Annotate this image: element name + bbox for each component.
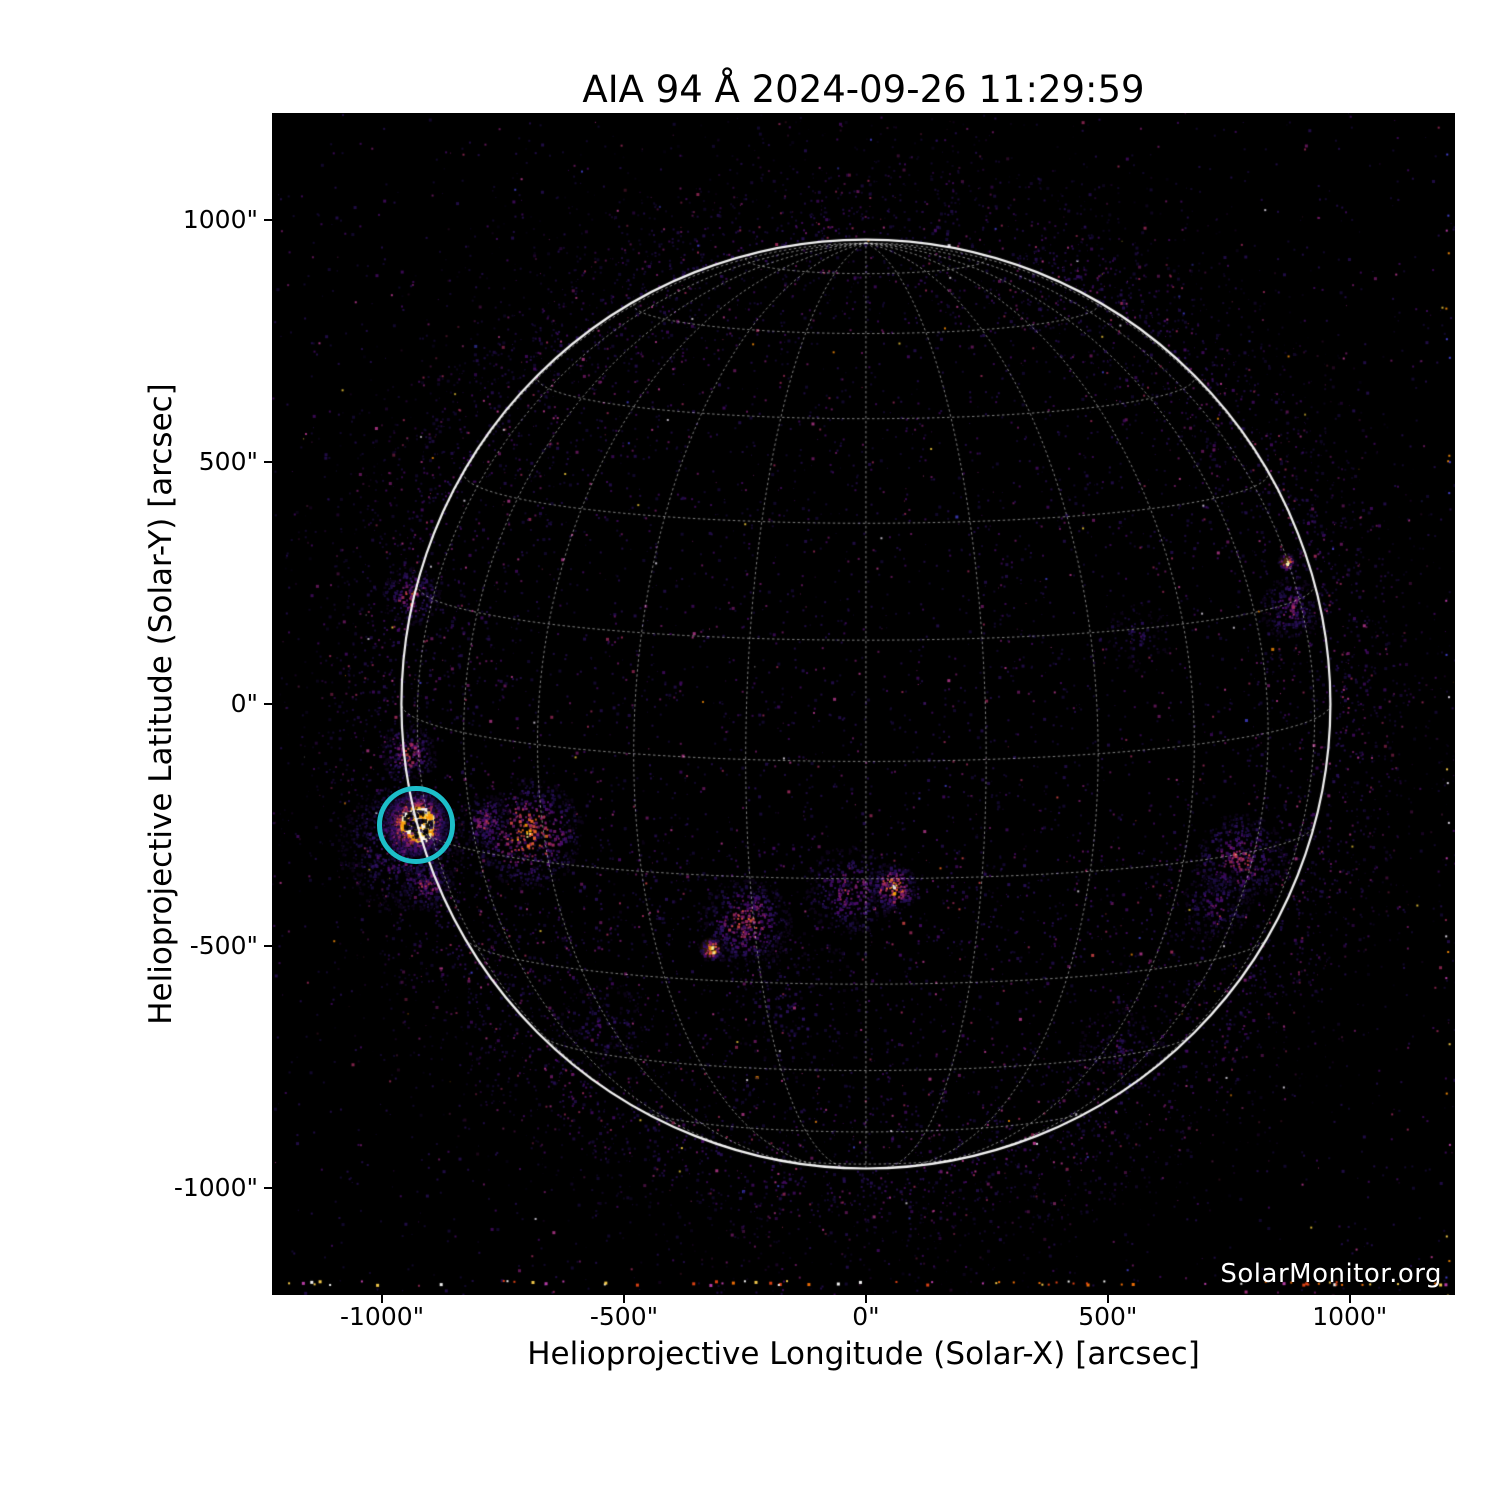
x-tick-mark: [865, 1295, 867, 1303]
y-tick-mark: [264, 703, 272, 705]
x-tick-label: 500": [1078, 1302, 1138, 1331]
x-tick-mark: [381, 1295, 383, 1303]
y-tick-label: 0": [230, 688, 258, 718]
x-tick-mark: [1107, 1295, 1109, 1303]
y-tick-mark: [264, 1187, 272, 1189]
x-tick-label: 0": [852, 1302, 880, 1331]
title-angstrom-symbol: Å: [714, 68, 740, 111]
solar-image-canvas: [272, 113, 1455, 1295]
watermark: SolarMonitor.org: [1220, 1259, 1442, 1289]
y-tick-label: 1000": [182, 205, 258, 235]
y-tick-mark: [264, 219, 272, 221]
figure-title: AIA 94 Å 2024-09-26 11:29:59: [272, 71, 1455, 109]
title-datetime: 2024-09-26 11:29:59: [739, 68, 1145, 111]
y-tick-label: 500": [198, 447, 258, 477]
y-axis-label: Helioprojective Latitude (Solar-Y) [arcs…: [143, 383, 179, 1025]
plot-area: SolarMonitor.org: [272, 113, 1455, 1295]
y-tick-mark: [264, 945, 272, 947]
y-tick-mark: [264, 461, 272, 463]
x-axis-label: Helioprojective Longitude (Solar-X) [arc…: [527, 1336, 1200, 1372]
active-region-marker-circle: [377, 786, 455, 864]
x-tick-label: -500": [589, 1302, 659, 1331]
x-tick-mark: [623, 1295, 625, 1303]
x-tick-label: -1000": [339, 1302, 425, 1331]
x-tick-label: 1000": [1312, 1302, 1388, 1331]
y-tick-label: -1000": [173, 1172, 258, 1202]
title-instrument: AIA 94: [582, 68, 715, 111]
y-tick-label: -500": [189, 930, 258, 960]
x-tick-mark: [1348, 1295, 1351, 1303]
